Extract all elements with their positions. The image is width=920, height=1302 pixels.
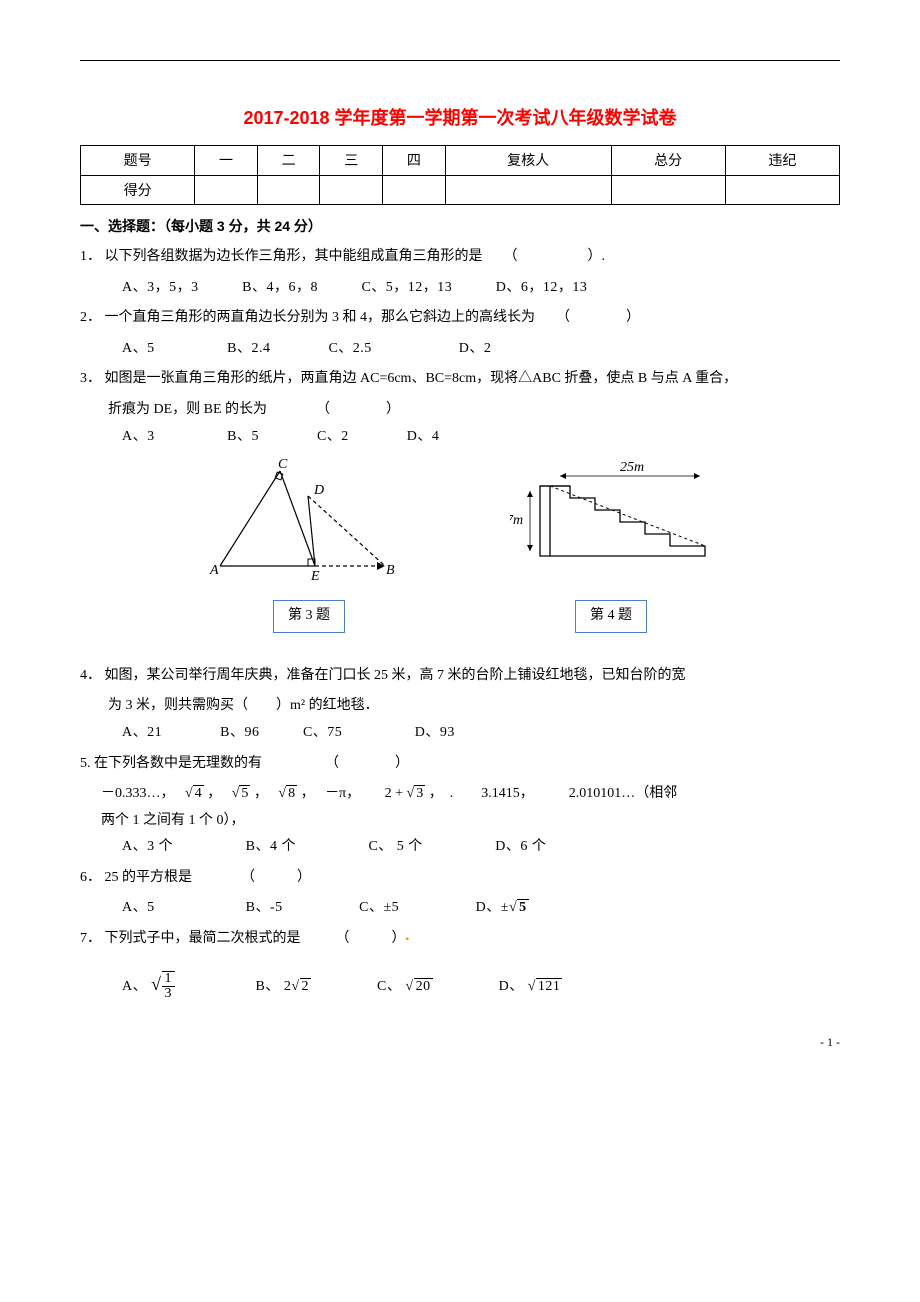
cell: 三 [320, 146, 383, 176]
q2-options: A、5 B、2.4 C、2.5 D、2 [80, 336, 840, 363]
sqrt8: √8 [278, 785, 297, 801]
cell [383, 175, 446, 205]
q5-options: A、3 个 B、4 个 C、 5 个 D、6 个 [80, 834, 840, 861]
cell [611, 175, 725, 205]
sqrt20: √20 [405, 978, 432, 994]
q-num: 4． [80, 668, 101, 683]
exam-title: 2017-2018 学年度第一学期第一次考试八年级数学试卷 [80, 101, 840, 135]
label-A: A [209, 563, 219, 578]
fig-label-4: 第 4 题 [575, 600, 647, 633]
q1-options: A、3，5，3 B、4，6，8 C、5，12，13 D、6，12，13 [80, 275, 840, 302]
q5-expr: －0.333…， √4 ， √5 ， √8 ， －π， 2 + √3 ， . 3… [80, 781, 840, 808]
sqrt5b: √5 [509, 899, 529, 915]
label-25m: 25m [620, 460, 644, 475]
q7-options: A、 √13 B、 2√2 C、 √20 D、 √121 [80, 957, 840, 1002]
cell: 复核人 [445, 146, 611, 176]
neg-pi: －π， [325, 786, 353, 801]
cell [195, 175, 258, 205]
cell [257, 175, 320, 205]
score-table: 题号 一 二 三 四 复核人 总分 违纪 得分 [80, 145, 840, 205]
q3-text2: 折痕为 DE，则 BE 的长为 （ ） [80, 397, 840, 424]
sqrt3: √3 [407, 785, 426, 801]
question-3: 3． 如图是一张直角三角形的纸片，两直角边 AC=6cm、BC=8cm，现将△A… [80, 366, 840, 393]
top-rule [80, 60, 840, 61]
q-num: 1． [80, 249, 101, 264]
label-B: B [386, 563, 395, 578]
rest: ， . 3.1415， 2.010101…（相邻 [429, 786, 678, 801]
dot-icon: ▪ [406, 934, 410, 945]
table-row: 得分 [81, 175, 840, 205]
optA: A、5 [122, 900, 155, 915]
q3-options: A、3 B、5 C、2 D、4 [80, 424, 840, 451]
sqrt5: √5 [232, 785, 251, 801]
figure-labels: 第 3 题 第 4 题 [80, 600, 840, 633]
cell: 总分 [611, 146, 725, 176]
page-number: - 1 - [80, 1031, 840, 1054]
q-num: 5. [80, 756, 91, 771]
q-num: 3． [80, 371, 101, 386]
sqrt4: √4 [185, 785, 204, 801]
q-text: 如图是一张直角三角形的纸片，两直角边 AC=6cm、BC=8cm，现将△ABC … [105, 371, 738, 386]
optBpre: B、 2 [256, 979, 292, 994]
label-7m: 7m [510, 513, 523, 528]
frac-bot: 3 [162, 987, 176, 1001]
question-6: 6． 25 的平方根是 （ ） [80, 865, 840, 892]
q-num: 7． [80, 931, 101, 946]
figure-4-svg: 25m 7m [510, 456, 720, 576]
two-plus: 2 + [385, 786, 407, 801]
cell: 二 [257, 146, 320, 176]
q-text: 以下列各组数据为边长作三角形，其中能组成直角三角形的是 （ ）. [105, 249, 606, 264]
q-num: 2． [80, 310, 101, 325]
q-text: 在下列各数中是无理数的有 （ ） [94, 756, 409, 771]
q-text: 下列式子中，最简二次根式的是 （ ） [105, 931, 406, 946]
section-heading: 一、选择题：（每小题 3 分，共 24 分） [80, 213, 840, 240]
cell [445, 175, 611, 205]
cell [320, 175, 383, 205]
figure-3-svg: A B C D E [200, 456, 400, 586]
optCpre: C、 [377, 979, 405, 994]
t: －0.333…， [101, 786, 168, 801]
fig-label-3: 第 3 题 [273, 600, 345, 633]
sqrt2: √2 [291, 978, 311, 994]
question-4: 4． 如图，某公司举行周年庆典，准备在门口长 25 米，高 7 米的台阶上铺设红… [80, 663, 840, 690]
label-E: E [310, 569, 320, 584]
q-text: 25 的平方根是 （ ） [105, 870, 312, 885]
q-text: 如图，某公司举行周年庆典，准备在门口长 25 米，高 7 米的台阶上铺设红地毯，… [105, 668, 686, 683]
optApre: A、 [122, 979, 147, 994]
sqrt-frac: √ [151, 974, 161, 994]
question-7: 7． 下列式子中，最简二次根式的是 （ ）▪ [80, 926, 840, 953]
q-text: 一个直角三角形的两直角边长分别为 3 和 4，那么它斜边上的高线长为 （ ） [105, 310, 641, 325]
cell [725, 175, 839, 205]
label-C: C [278, 457, 288, 472]
figure-row: A B C D E 25m 7m [80, 456, 840, 586]
q6-options: A、5 B、-5 C、±5 D、±√5 [80, 895, 840, 922]
cell: 题号 [81, 146, 195, 176]
q5-line3: 两个 1 之间有 1 个 0）， [80, 808, 840, 835]
q4-text2: 为 3 米，则共需购买（ ）m² 的红地毯． [80, 693, 840, 720]
optC: C、±5 [359, 900, 399, 915]
question-5: 5. 在下列各数中是无理数的有 （ ） [80, 751, 840, 778]
question-1: 1． 以下列各组数据为边长作三角形，其中能组成直角三角形的是 （ ）. [80, 244, 840, 271]
optB: B、-5 [246, 900, 283, 915]
cell: 四 [383, 146, 446, 176]
sqrt121: √121 [528, 978, 563, 994]
q4-options: A、21 B、96 C、75 D、93 [80, 720, 840, 747]
cell: 违纪 [725, 146, 839, 176]
optDpre: D、± [476, 900, 509, 915]
cell: 得分 [81, 175, 195, 205]
optDpre: D、 [499, 979, 528, 994]
table-row: 题号 一 二 三 四 复核人 总分 违纪 [81, 146, 840, 176]
cell: 一 [195, 146, 258, 176]
question-2: 2． 一个直角三角形的两直角边长分别为 3 和 4，那么它斜边上的高线长为 （ … [80, 305, 840, 332]
label-D: D [313, 483, 324, 498]
q-num: 6． [80, 870, 101, 885]
frac-top: 1 [162, 972, 176, 987]
